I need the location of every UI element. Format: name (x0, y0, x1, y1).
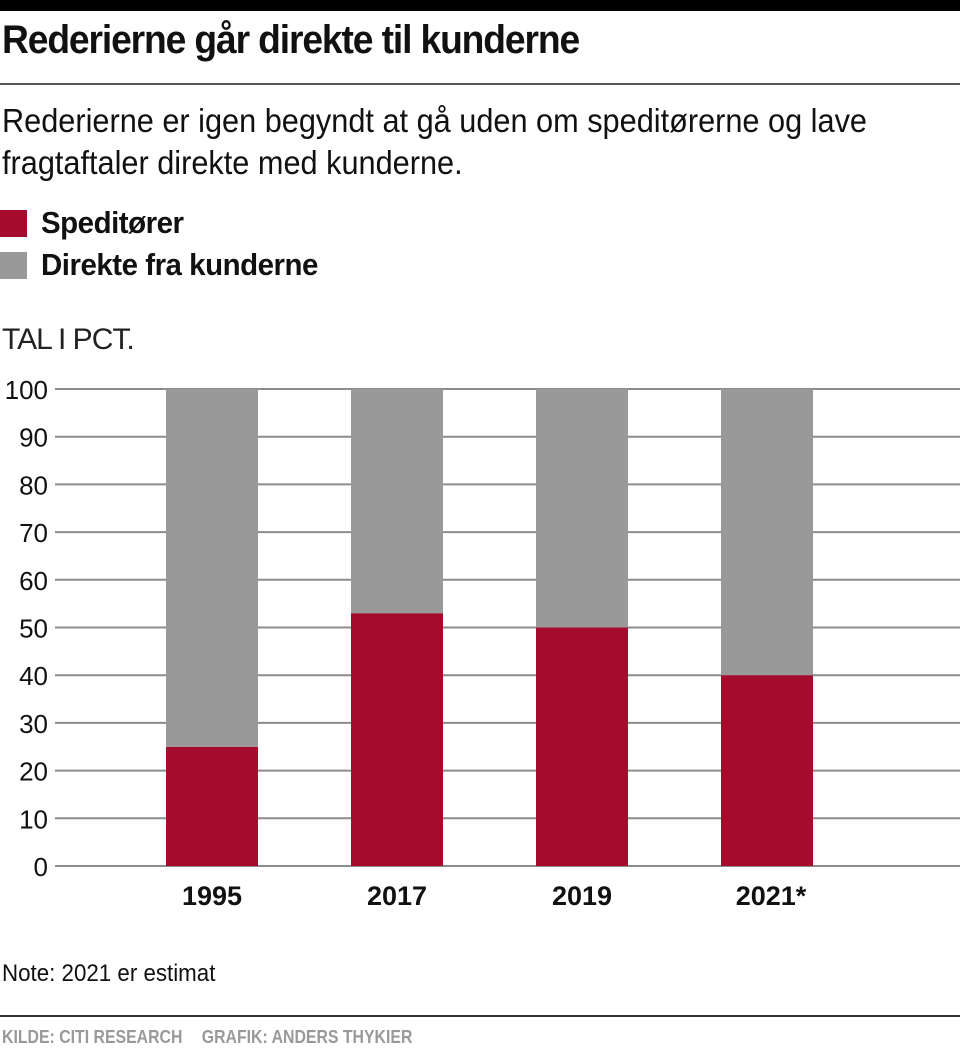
bar-2017-speditorer (351, 613, 443, 866)
x-tick-label-2019: 2019 (552, 881, 612, 911)
credits: KILDE: CITI RESEARCH GRAFIK: ANDERS THYKI… (2, 1027, 432, 1048)
y-tick-label-30: 30 (19, 709, 48, 739)
footnote: Note: 2021 er estimat (2, 960, 216, 987)
bar-1995-speditorer (166, 746, 258, 866)
y-axis-label: TAL I PCT. (2, 323, 135, 356)
legend: Speditører Direkte fra kunderne (0, 202, 333, 286)
legend-swatch-direkte (0, 251, 27, 279)
stacked-bar-chart: 0 10 20 30 40 50 60 70 80 90 100 1995 2017 2019 2021* (5, 375, 960, 911)
title-divider (0, 83, 960, 85)
bar-2021-speditorer (721, 675, 813, 866)
y-tick-label-10: 10 (19, 804, 48, 834)
y-tick-label-90: 90 (19, 423, 48, 453)
y-tick-label-100: 100 (5, 375, 48, 405)
source-credit: KILDE: CITI RESEARCH (2, 1027, 183, 1047)
x-tick-label-2021: 2021* (736, 881, 807, 911)
y-tick-labels: 0 10 20 30 40 50 60 70 80 90 100 (5, 375, 48, 882)
y-tick-label-20: 20 (19, 757, 48, 787)
y-tick-label-50: 50 (19, 614, 48, 644)
x-tick-label-1995: 1995 (182, 881, 242, 911)
legend-item-speditorer: Speditører (0, 202, 333, 244)
legend-label-speditorer: Speditører (41, 205, 184, 240)
x-tick-labels: 1995 2017 2019 2021* (182, 881, 807, 911)
legend-item-direkte: Direkte fra kunderne (0, 244, 333, 286)
footer-divider (0, 1015, 960, 1017)
bar-2021-direkte (721, 389, 813, 676)
y-tick-label-40: 40 (19, 661, 48, 691)
bar-2019-direkte (536, 389, 628, 628)
y-tick-label-80: 80 (19, 470, 48, 500)
chart-subtitle: Rederierne er igen begyndt at gå uden om… (2, 102, 867, 181)
graphic-credit: GRAFIK: ANDERS THYKIER (201, 1027, 413, 1047)
bar-1995-direkte (166, 389, 258, 747)
y-tick-label-70: 70 (19, 518, 48, 548)
chart-title: Rederierne går direkte til kunderne (2, 18, 580, 62)
x-tick-label-2017: 2017 (367, 881, 427, 911)
bar-2017-direkte (351, 389, 443, 614)
legend-swatch-speditorer (0, 209, 27, 237)
bars (166, 389, 813, 866)
y-tick-label-60: 60 (19, 566, 48, 596)
top-bar (0, 0, 960, 11)
y-tick-label-0: 0 (34, 852, 48, 882)
legend-label-direkte: Direkte fra kunderne (41, 247, 318, 282)
bar-2019-speditorer (536, 627, 628, 866)
